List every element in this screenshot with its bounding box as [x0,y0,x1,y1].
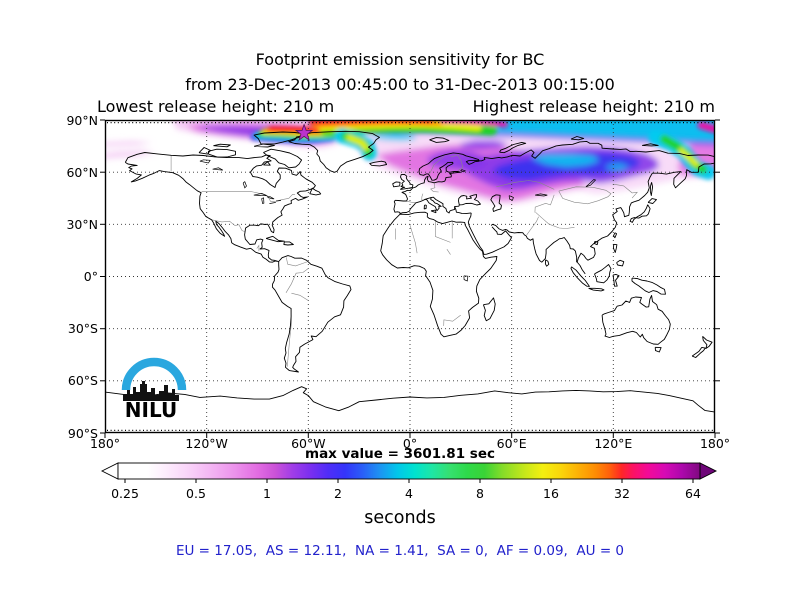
lat-tick-label: 0° [83,269,98,284]
world-map [100,119,720,438]
region-totals-text: EU = 17.05, AS = 12.11, NA = 1.41, SA = … [175,543,625,559]
colorbar-tick-label: 2 [334,486,342,501]
lon-tick-label: 180° [89,436,121,451]
lon-tick-label: 60°W [291,436,326,451]
colorbar-tick-label: 8 [476,486,484,501]
colorbar-tick-label: 0.25 [111,486,139,501]
lon-tick-label: 0° [402,436,418,451]
colorbar-tick-label: 16 [543,486,559,501]
colorbar-units-label: seconds [364,508,436,528]
nilu-logo-graphic: NILU [121,357,187,422]
title-line2: from 23-Dec-2013 00:45:00 to 31-Dec-2013… [185,75,615,94]
lon-tick-label: 120°E [594,436,633,451]
colorbar-tick-label: 0.5 [186,486,206,501]
nilu-logo-text: NILU [125,398,177,420]
nilu-logo: NILU [117,354,193,422]
colorbar-gradient [100,462,718,483]
colorbar-tick-label: 1 [263,486,271,501]
lat-tick-label: 30°S [67,321,98,337]
lat-tick-label: 60°N [66,164,98,180]
colorbar-tick-label: 32 [614,486,630,501]
map-plot-area [100,119,720,438]
lat-tick-label: 90°S [67,425,98,441]
colorbar [100,462,734,486]
nilu-logo-arc-icon [121,357,187,391]
colorbar-tick-label: 4 [405,486,413,501]
lon-tick-label: 120°W [185,436,228,451]
lowest-release-height-label: Lowest release height: 210 m [97,97,335,116]
nilu-logo-skyline-icon [123,381,179,401]
lon-tick-label: 180° [699,436,731,451]
lat-tick-label: 30°N [66,216,98,232]
lon-tick-label: 60°E [496,436,527,451]
lat-tick-label: 60°S [67,373,98,389]
colorbar-tick-label: 64 [685,486,701,501]
lat-tick-label: 90°N [66,112,98,128]
max-value-annotation: max value = 3601.81 sec [305,446,495,462]
title-line1: Footprint emission sensitivity for BC [255,50,545,69]
highest-release-height-label: Highest release height: 210 m [472,97,715,116]
release-point-star-marker [294,123,314,141]
